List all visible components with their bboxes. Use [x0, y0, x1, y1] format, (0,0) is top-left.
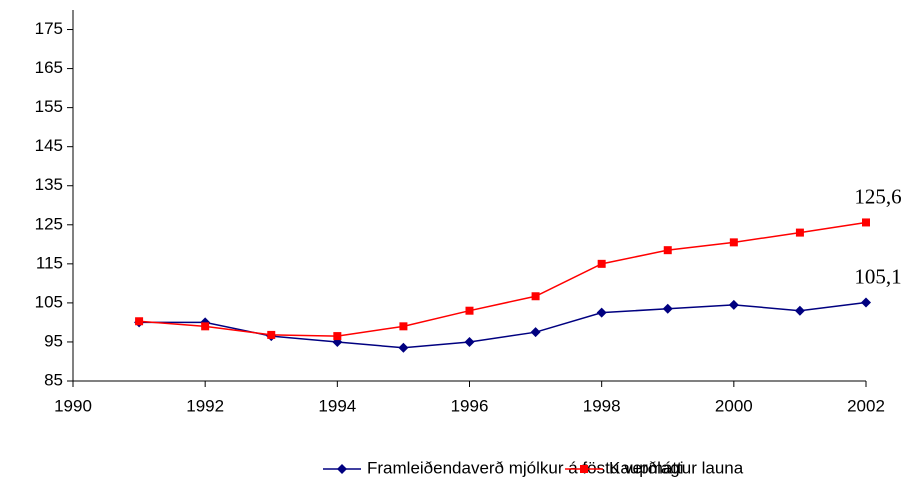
data-point — [794, 305, 805, 316]
y-tick-label: 165 — [35, 58, 63, 77]
y-tick-label: 85 — [44, 370, 63, 389]
data-point — [862, 218, 870, 227]
x-tick-label: 2002 — [847, 396, 885, 415]
data-point — [596, 307, 607, 318]
data-point — [530, 327, 541, 338]
legend-marker — [580, 465, 588, 473]
data-point — [465, 306, 474, 315]
data-point — [399, 322, 408, 331]
data-point — [201, 322, 210, 331]
legend-marker — [337, 464, 347, 474]
y-tick-label: 105 — [35, 292, 63, 311]
data-point — [597, 259, 606, 268]
value-label: 105,1 — [854, 264, 901, 288]
x-tick-label: 1996 — [451, 396, 489, 415]
y-tick-label: 145 — [35, 136, 63, 155]
data-point — [267, 330, 276, 339]
data-point — [135, 317, 144, 326]
data-point — [861, 297, 871, 308]
data-point — [795, 228, 804, 237]
data-point — [729, 238, 738, 247]
data-point — [728, 299, 739, 310]
x-tick-label: 1998 — [583, 396, 621, 415]
y-tick-label: 95 — [44, 331, 63, 350]
series-line — [139, 301, 867, 349]
value-label: 125,6 — [854, 184, 901, 208]
x-tick-label: 1992 — [186, 396, 224, 415]
data-point — [531, 292, 540, 301]
legend-label: Kaupmáttur launa — [609, 458, 744, 477]
data-point — [333, 332, 342, 341]
series-line — [139, 221, 867, 337]
y-tick-label: 135 — [35, 175, 63, 194]
y-tick-label: 155 — [35, 97, 63, 116]
y-tick-label: 125 — [35, 214, 63, 233]
x-tick-label: 1994 — [318, 396, 356, 415]
data-point — [398, 342, 409, 353]
data-point — [464, 336, 475, 347]
x-tick-label: 2000 — [715, 396, 753, 415]
y-tick-label: 115 — [36, 253, 63, 272]
data-point — [662, 303, 673, 314]
y-tick-label: 175 — [35, 19, 63, 38]
legend-label: Framleiðendaverð mjólkur á föstu verðlag… — [367, 458, 684, 477]
x-tick-label: 1990 — [54, 396, 92, 415]
data-point — [663, 246, 672, 255]
